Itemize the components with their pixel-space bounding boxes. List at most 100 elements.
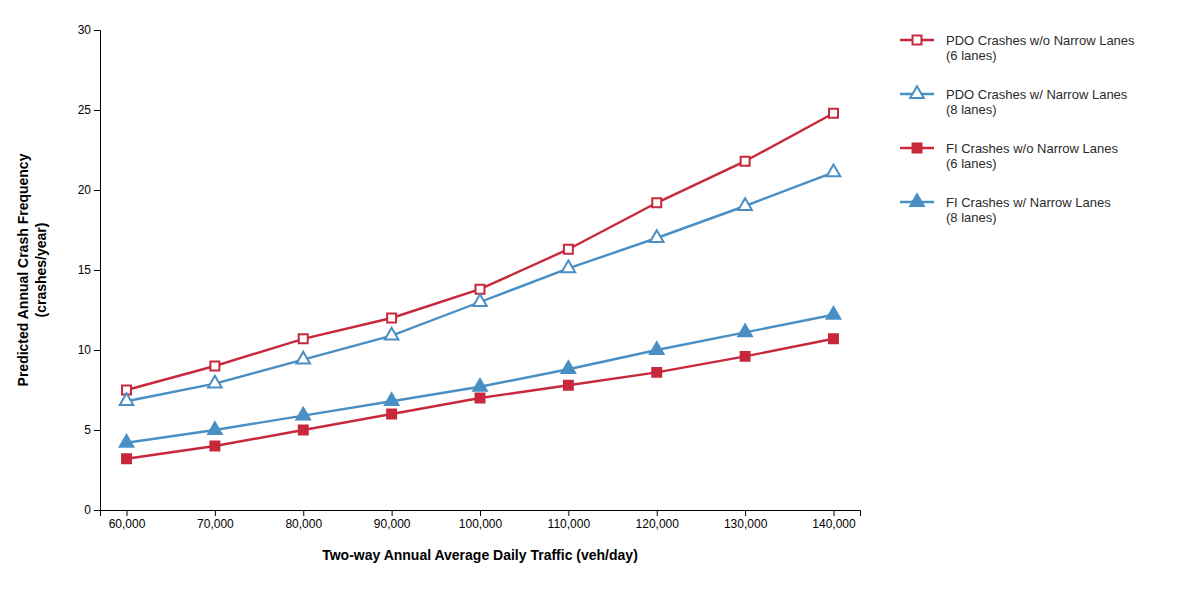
x-tick-label: 130,000 (724, 517, 768, 531)
point (827, 165, 841, 177)
y-tick-label: 30 (78, 23, 92, 37)
y-axis: 0 5 10 15 20 25 30 (78, 23, 101, 517)
x-tick-label: 70,000 (197, 517, 234, 531)
x-tick-mark (745, 510, 746, 516)
point (652, 368, 661, 377)
plot: 60,000 70,000 80,000 90,000 100,000 110,000 12… (15, 23, 861, 563)
point (208, 376, 222, 388)
point (208, 422, 222, 434)
y-tick: 10 (78, 343, 100, 357)
point (299, 426, 308, 435)
x-tick-label: 90,000 (374, 517, 411, 531)
y-tick: 30 (78, 23, 100, 37)
x-tick-label: 100,000 (459, 517, 503, 531)
x-tick: 130,000 (724, 510, 768, 531)
x-tick-label: 60,000 (109, 517, 146, 531)
y-tick-mark (94, 510, 100, 511)
y-tick: 20 (78, 183, 100, 197)
point (741, 352, 750, 361)
x-tick-label: 120,000 (636, 517, 680, 531)
point (387, 410, 396, 419)
series-line (127, 172, 834, 401)
x-tick: 70,000 (197, 510, 234, 531)
series (120, 165, 841, 406)
point (741, 157, 750, 166)
x-tick-label: 140,000 (812, 517, 856, 531)
point (473, 294, 487, 306)
x-tick-mark (833, 510, 834, 516)
y-tick-label: 10 (78, 343, 92, 357)
point (296, 408, 310, 420)
y-tick-mark (94, 350, 100, 351)
legend-item: FI Crashes w/ Narrow Lanes(8 lanes) (900, 194, 1111, 225)
x-axis-title: Two-way Annual Average Daily Traffic (ve… (322, 547, 638, 563)
legend-label: PDO Crashes w/ Narrow Lanes(8 lanes) (946, 87, 1128, 118)
y-tick-label: 20 (78, 183, 92, 197)
legend-marker (910, 194, 924, 206)
point (299, 334, 308, 343)
y-axis-title: Predicted Annual Crash Frequency(crashes… (15, 153, 49, 386)
point (387, 314, 396, 323)
y-tick-label: 15 (78, 263, 92, 277)
legend-marker (913, 144, 922, 153)
y-tick-mark (94, 30, 100, 31)
point (829, 334, 838, 343)
y-tick-mark (94, 430, 100, 431)
x-tick: 110,000 (548, 510, 591, 531)
series-line (127, 315, 834, 443)
x-tick-mark (568, 510, 569, 516)
point (122, 454, 131, 463)
y-tick: 25 (78, 103, 100, 117)
point (562, 361, 576, 373)
point (652, 198, 661, 207)
x-tick: 60,000 (109, 510, 146, 531)
y-tick-label: 25 (78, 103, 92, 117)
y-tick: 0 (84, 503, 100, 517)
point (829, 109, 838, 118)
legend-marker (910, 86, 924, 98)
legend-item: PDO Crashes w/ Narrow Lanes(8 lanes) (900, 86, 1128, 117)
point (476, 394, 485, 403)
x-tick-mark (215, 510, 216, 516)
x-tick: 100,000 (459, 510, 503, 531)
x-tick-mark (392, 510, 393, 516)
x-tick-mark (303, 510, 304, 516)
x-tick-mark (127, 510, 128, 516)
legend-label: FI Crashes w/ Narrow Lanes(8 lanes) (946, 195, 1111, 226)
legend-label: PDO Crashes w/o Narrow Lanes(6 lanes) (946, 33, 1135, 64)
point (650, 342, 664, 354)
x-tick: 80,000 (285, 510, 322, 531)
point (738, 198, 752, 210)
x-tick: 120,000 (636, 510, 680, 531)
series-line (127, 339, 834, 459)
x-tick-label: 80,000 (285, 517, 322, 531)
point (562, 261, 576, 273)
y-tick-mark (94, 270, 100, 271)
point (564, 245, 573, 254)
legend-item: FI Crashes w/o Narrow Lanes(6 lanes) (900, 141, 1118, 172)
point (385, 328, 399, 340)
series (122, 334, 838, 463)
y-tick-label: 0 (84, 503, 91, 517)
x-tick-mark (480, 510, 481, 516)
point (120, 393, 134, 405)
point (296, 352, 310, 364)
x-axis-line (101, 511, 861, 517)
legend-item: PDO Crashes w/o Narrow Lanes(6 lanes) (900, 33, 1135, 64)
x-tick-mark (657, 510, 658, 516)
y-tick: 15 (78, 263, 100, 277)
point (738, 325, 752, 337)
point (650, 230, 664, 242)
legend-label: FI Crashes w/o Narrow Lanes(6 lanes) (946, 141, 1118, 172)
y-tick-label: 5 (84, 423, 91, 437)
x-tick: 90,000 (374, 510, 411, 531)
series (122, 109, 838, 395)
x-axis: 60,000 70,000 80,000 90,000 100,000 110,000 12… (101, 510, 861, 531)
point (120, 435, 134, 447)
y-tick-mark (94, 190, 100, 191)
series (120, 307, 841, 447)
point (210, 442, 219, 451)
point (210, 362, 219, 371)
chart: 60,000 70,000 80,000 90,000 100,000 110,000 12… (0, 0, 1180, 590)
x-tick: 140,000 (812, 510, 856, 531)
